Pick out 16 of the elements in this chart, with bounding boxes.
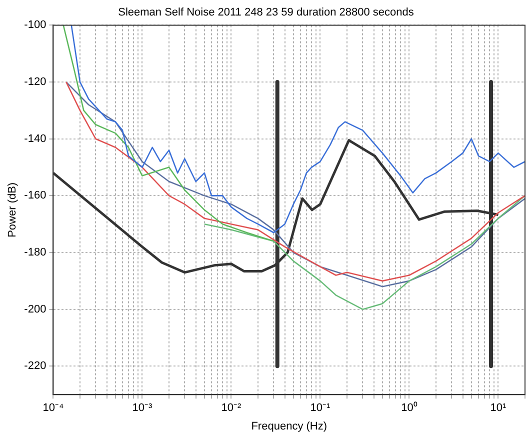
y-axis-title: Power (dB) <box>6 182 19 238</box>
y-tick-label: -220 <box>24 360 46 372</box>
x-tick-label: 10⁻² <box>221 402 242 414</box>
y-tick-label: -180 <box>24 246 46 259</box>
x-tick-label: 10⁻⁴ <box>42 402 64 414</box>
y-tick-label: -200 <box>24 303 46 316</box>
x-tick-label: 10⁻³ <box>132 402 152 414</box>
y-tick-label: -160 <box>24 190 46 202</box>
x-tick-label: 10⁻¹ <box>310 402 330 414</box>
x-axis-title: Frequency (Hz) <box>251 420 328 432</box>
y-tick-label: -140 <box>24 132 46 145</box>
x-tick-label: 10¹ <box>490 402 506 414</box>
x-tick-label: 10⁰ <box>401 401 418 414</box>
y-tick-label: -100 <box>24 19 46 32</box>
chart-title: Sleeman Self Noise 2011 248 23 59 duration 28800 seconds <box>118 6 414 19</box>
y-tick-label: -120 <box>24 76 46 88</box>
